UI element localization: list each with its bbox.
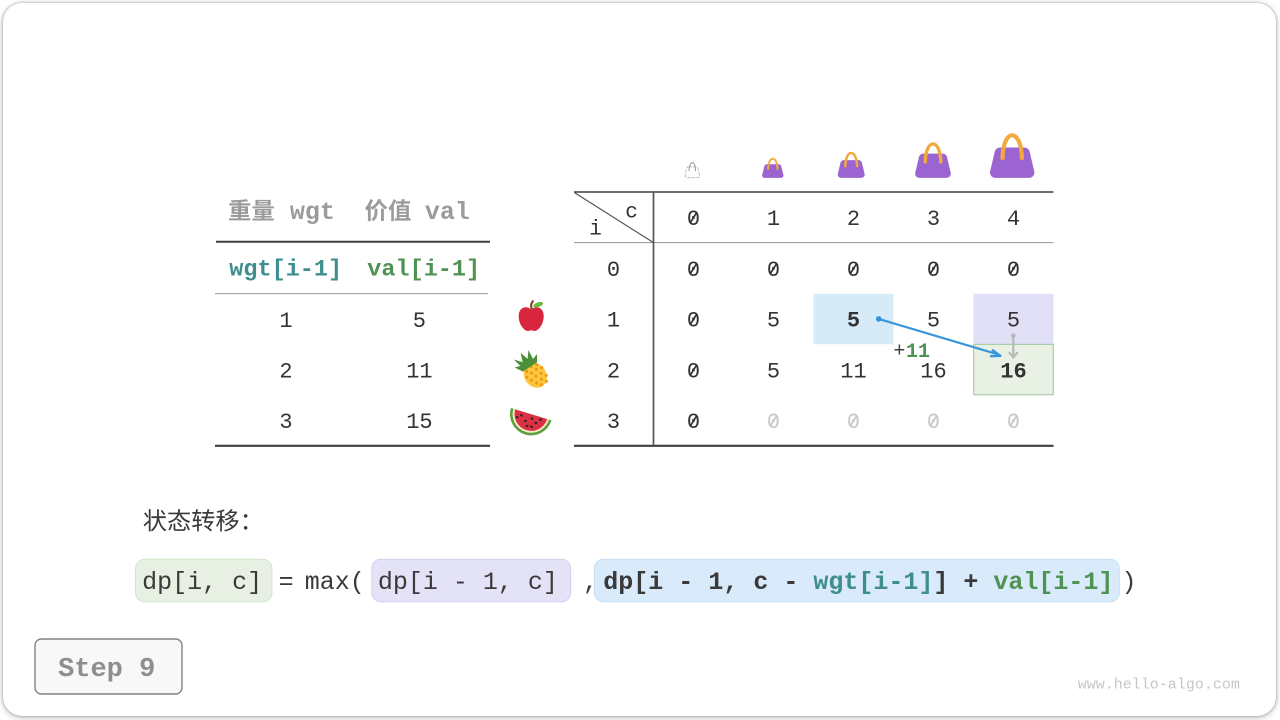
svg-text:0: 0 <box>687 410 700 435</box>
svg-text:Step 9: Step 9 <box>58 655 155 685</box>
svg-text:=: = <box>279 568 294 597</box>
svg-text:5: 5 <box>927 309 940 334</box>
svg-text:3: 3 <box>279 410 292 435</box>
svg-text:c: c <box>625 202 638 225</box>
svg-text:max(: max( <box>305 568 365 597</box>
svg-text:2: 2 <box>847 207 860 232</box>
svg-text:+: + <box>893 341 905 364</box>
svg-text:0: 0 <box>927 410 940 435</box>
svg-text:16: 16 <box>920 359 946 384</box>
svg-text:2: 2 <box>607 359 620 384</box>
svg-text:0: 0 <box>687 207 700 232</box>
svg-text:dp[i - 1, c - wgt[i-1]] + val[: dp[i - 1, c - wgt[i-1]] + val[i-1] <box>603 568 1113 597</box>
svg-text:4: 4 <box>1007 207 1020 232</box>
svg-text:0: 0 <box>607 258 620 283</box>
svg-text:2: 2 <box>279 359 292 384</box>
svg-text:0: 0 <box>847 258 860 283</box>
svg-text:3: 3 <box>927 207 940 232</box>
svg-text:5: 5 <box>847 309 860 334</box>
svg-text:www.hello-algo.com: www.hello-algo.com <box>1078 676 1240 693</box>
svg-text:0: 0 <box>1007 258 1020 283</box>
svg-text:5: 5 <box>767 359 780 384</box>
svg-text:dp[i - 1, c]: dp[i - 1, c] <box>378 568 558 597</box>
svg-text:0: 0 <box>767 258 780 283</box>
svg-text:dp[i, c]: dp[i, c] <box>142 568 262 597</box>
svg-text:0: 0 <box>927 258 940 283</box>
svg-text:3: 3 <box>607 410 620 435</box>
svg-text:0: 0 <box>687 258 700 283</box>
svg-text:val: val <box>425 198 470 227</box>
svg-text:0: 0 <box>687 309 700 334</box>
svg-text:5: 5 <box>767 309 780 334</box>
svg-text:i: i <box>589 218 602 241</box>
svg-text:,: , <box>583 568 598 597</box>
svg-text:11: 11 <box>840 359 866 384</box>
svg-text:15: 15 <box>406 410 432 435</box>
svg-text:1: 1 <box>279 309 292 334</box>
svg-text:val[i-1]: val[i-1] <box>367 256 480 283</box>
svg-text:11: 11 <box>906 341 930 364</box>
svg-text:0: 0 <box>1007 410 1020 435</box>
svg-text:wgt[i-1]: wgt[i-1] <box>229 256 342 283</box>
svg-text:1: 1 <box>607 309 620 334</box>
svg-text:wgt: wgt <box>290 198 335 227</box>
svg-text:11: 11 <box>406 359 432 384</box>
svg-text:5: 5 <box>413 309 426 334</box>
svg-text:0: 0 <box>847 410 860 435</box>
svg-text:1: 1 <box>767 207 780 232</box>
svg-text:16: 16 <box>1000 359 1026 384</box>
svg-text:5: 5 <box>1007 309 1020 334</box>
svg-text:): ) <box>1122 568 1137 597</box>
svg-text:0: 0 <box>767 410 780 435</box>
svg-text:0: 0 <box>687 359 700 384</box>
